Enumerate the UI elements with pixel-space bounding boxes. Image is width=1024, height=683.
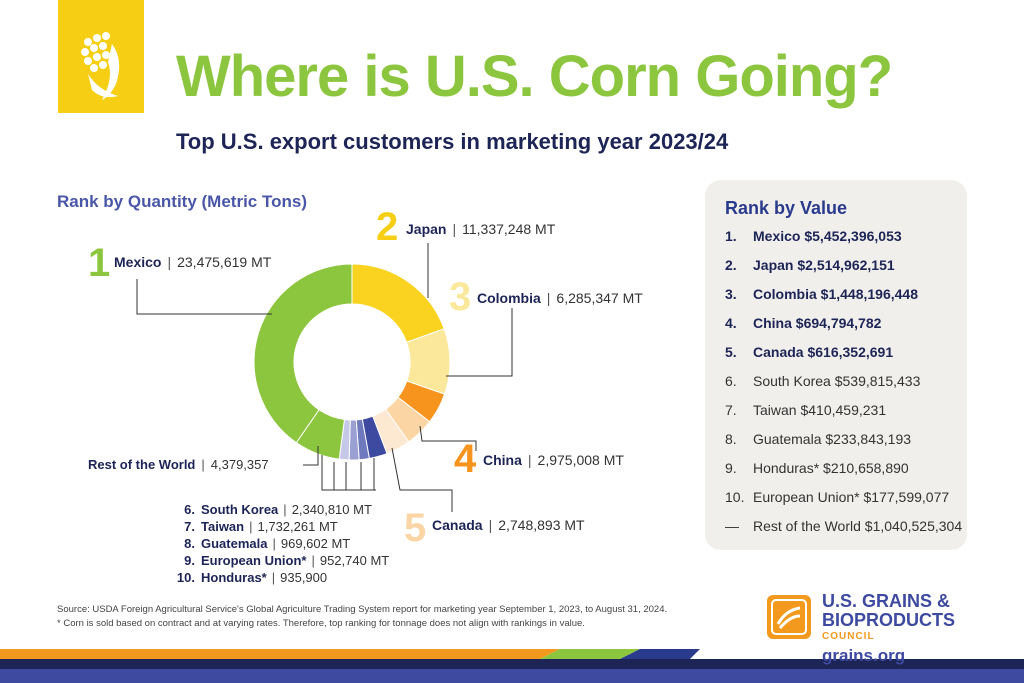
source-text: Source: USDA Foreign Agricultural Servic… <box>57 604 668 615</box>
list-item: 10. Honduras* | 935,900 <box>176 570 328 585</box>
value-row: 6. South Korea $539,815,433 <box>725 373 921 389</box>
label-colombia: Colombia | 6,285,347 MT <box>477 290 643 306</box>
label-japan-value: 11,337,248 MT <box>462 221 556 237</box>
value-ranking-title: Rank by Value <box>725 198 848 218</box>
list-item: 9. European Union* | 952,740 MT <box>184 553 390 568</box>
leader-mexico <box>136 279 272 315</box>
leader-small <box>321 455 376 491</box>
label-row-name: Rest of the World <box>88 457 196 472</box>
rank-number-japan: 2 <box>376 205 399 249</box>
label-japan: Japan | 11,337,248 MT <box>406 221 556 237</box>
quantity-donut-chart <box>136 243 513 512</box>
usgbc-logo-icon <box>767 595 811 639</box>
value-row: — Rest of the World $1,040,525,304 <box>725 518 963 534</box>
value-row: 5. Canada $616,352,691 <box>725 344 894 360</box>
label-colombia-name: Colombia <box>477 290 541 306</box>
footnote-text: * Corn is sold based on contract and at … <box>57 618 585 629</box>
website-link[interactable]: grains.org <box>822 646 906 665</box>
value-row: 1. Mexico $5,452,396,053 <box>725 228 902 244</box>
value-row: 9. Honduras* $210,658,890 <box>725 460 909 476</box>
page-title: Where is U.S. Corn Going? <box>176 44 893 109</box>
label-china-name: China <box>483 452 522 468</box>
chart-title: Rank by Quantity (Metric Tons) <box>57 192 307 211</box>
rank-number-china: 4 <box>454 437 477 481</box>
label-china: China | 2,975,008 MT <box>483 452 624 468</box>
small-rank-list: 6. South Korea | 2,340,810 MT 7. Taiwan | 1,73… <box>167 501 389 586</box>
list-item: 6. South Korea | 2,340,810 MT <box>184 502 372 517</box>
leader-row <box>303 446 319 466</box>
label-japan-name: Japan <box>406 221 447 237</box>
label-row-value: 4,379,357 <box>210 457 269 472</box>
footer-stripes <box>0 649 1024 683</box>
value-row: 10. European Union* $177,599,077 <box>725 489 950 505</box>
value-row: 2. Japan $2,514,962,151 <box>725 257 895 273</box>
value-row: 7. Taiwan $410,459,231 <box>725 402 887 418</box>
label-canada: Canada | 2,748,893 MT <box>432 517 585 533</box>
rank-number-canada: 5 <box>404 506 427 550</box>
value-row: 4. China $694,794,782 <box>725 315 882 331</box>
rank-number-colombia: 3 <box>449 275 472 319</box>
label-canada-name: Canada <box>432 517 483 533</box>
label-mexico-name: Mexico <box>114 254 162 270</box>
label-colombia-value: 6,285,347 MT <box>556 290 643 306</box>
label-mexico-value: 23,475,619 MT <box>177 254 272 270</box>
label-rest-of-world: Rest of the World | 4,379,357 <box>88 457 269 472</box>
org-council: COUNCIL <box>822 631 875 642</box>
label-china-value: 2,975,008 MT <box>537 452 624 468</box>
corn-icon <box>81 32 120 100</box>
list-item: 7. Taiwan | 1,732,261 MT <box>184 519 338 534</box>
list-item: 8. Guatemala | 969,602 MT <box>184 536 351 551</box>
page-subtitle: Top U.S. export customers in marketing y… <box>176 129 729 154</box>
leader-china <box>419 425 477 451</box>
value-row: 8. Guatemala $233,843,193 <box>725 431 912 447</box>
leader-canada <box>391 447 453 512</box>
value-ranking-panel: Rank by Value 1. Mexico $5,452,396,053 2.… <box>705 180 967 550</box>
leader-colombia <box>446 308 513 377</box>
org-name: U.S. GRAINS & BIOPRODUCTS <box>822 591 956 630</box>
corn-logo-box <box>58 0 144 113</box>
value-row: 3. Colombia $1,448,196,448 <box>725 286 918 302</box>
source-notes: Source: USDA Foreign Agricultural Servic… <box>57 603 667 631</box>
slice-japan <box>351 263 445 344</box>
slice-mexico <box>253 263 353 444</box>
label-canada-value: 2,748,893 MT <box>498 517 585 533</box>
label-mexico: Mexico | 23,475,619 MT <box>114 254 272 270</box>
rank-number-mexico: 1 <box>88 241 111 285</box>
